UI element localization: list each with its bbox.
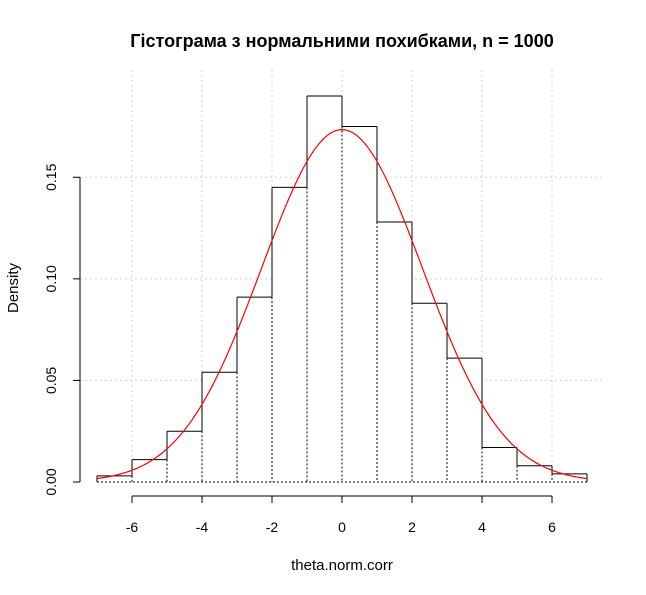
histogram-bar	[517, 465, 552, 482]
histogram-bar	[167, 431, 202, 482]
histogram-bar	[307, 96, 342, 482]
x-tick-label: 2	[408, 519, 416, 535]
x-tick-label: 6	[548, 519, 556, 535]
x-axis: -6 -4 -2 0 2 4 6	[126, 495, 556, 535]
y-axis: 0.00 0.05 0.10 0.15	[43, 163, 81, 496]
histogram-bar	[97, 475, 132, 482]
y-tick-label: 0.10	[43, 265, 59, 292]
x-axis-label: theta.norm.corr	[291, 557, 393, 574]
histogram-bar	[482, 447, 517, 482]
x-tick-label: 4	[478, 519, 486, 535]
y-tick-label: 0.05	[43, 367, 59, 394]
y-tick-label: 0.00	[43, 468, 59, 495]
x-tick-label: -4	[196, 519, 209, 535]
normal-curve-layer	[96, 129, 588, 480]
histogram-bar	[412, 303, 447, 482]
histogram-bar	[552, 473, 587, 482]
histogram-bar	[447, 358, 482, 482]
y-axis-label: Density	[5, 262, 22, 313]
chart-title: Гістограма з нормальними похибками, n = …	[130, 31, 553, 51]
histogram-bar	[272, 187, 307, 482]
x-tick-label: -2	[266, 519, 279, 535]
histogram-bar	[132, 459, 167, 482]
histogram-bars	[96, 95, 588, 483]
normal-curve	[96, 129, 588, 480]
y-tick-label: 0.15	[43, 163, 59, 190]
histogram-bar	[237, 297, 272, 482]
histogram-bar	[202, 372, 237, 482]
x-tick-label: 0	[338, 519, 346, 535]
histogram-bar	[377, 221, 412, 483]
histogram-bar	[342, 126, 377, 482]
x-tick-label: -6	[126, 519, 139, 535]
